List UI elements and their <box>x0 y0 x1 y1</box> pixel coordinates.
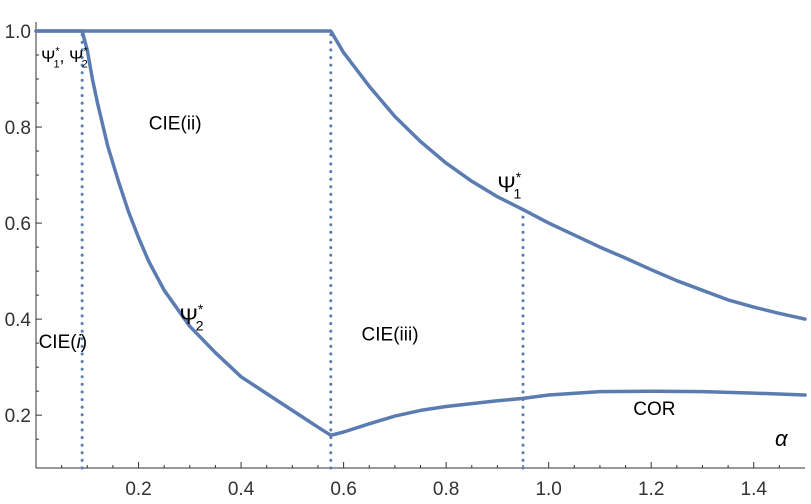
annotation-psi1: Ψ* 1 <box>497 169 521 202</box>
x-tick-label: 0.2 <box>125 479 151 500</box>
x-tick-label: 0.6 <box>330 479 356 500</box>
annotation-cie-ii: CIE(ii) <box>149 113 202 134</box>
x-tick-label: 1.0 <box>535 479 561 500</box>
x-axis-label: α <box>775 426 789 451</box>
y-tick-label: 0.4 <box>5 310 32 331</box>
axes: 0.2 0.4 0.6 0.8 1.0 1.2 1.4 0.2 0.4 0.6 0.8 1.0 <box>5 22 805 500</box>
y-tick-label: 1.0 <box>5 22 31 43</box>
labels: α Ψ* 1, Ψ* 2 CIE(ii) Ψ* 1 Ψ* 2 CIE(iii) CIE(i) COR <box>39 46 789 451</box>
x-tick-label: 1.4 <box>741 479 768 500</box>
psi1-curve <box>34 29 807 321</box>
annotation-cie-iii: CIE(iii) <box>362 325 419 346</box>
dotted-lines <box>80 32 525 470</box>
x-tick-label: 0.8 <box>433 479 459 500</box>
annotation-cor: COR <box>633 399 675 420</box>
annotation-psi2: Ψ* 2 <box>180 301 204 334</box>
annotation-psi12: Ψ* 1, Ψ* 2 <box>41 46 88 71</box>
x-tick-label: 0.4 <box>228 479 255 500</box>
psi2-curve <box>34 29 807 438</box>
x-tick-label: 1.2 <box>638 479 664 500</box>
y-tick-label: 0.6 <box>5 214 31 235</box>
y-tick-label: 0.2 <box>5 406 31 427</box>
annotation-cie-i: CIE(i) <box>39 332 88 353</box>
y-tick-label: 0.8 <box>5 118 31 139</box>
curves <box>34 29 807 438</box>
